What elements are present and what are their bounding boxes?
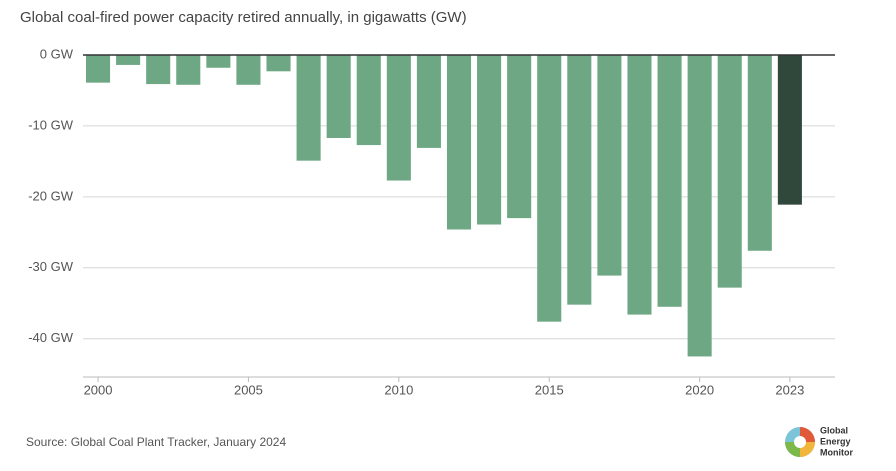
bar xyxy=(356,55,381,146)
bar xyxy=(507,55,532,219)
y-tick-label: -20 GW xyxy=(28,188,74,203)
x-tick-label: 2010 xyxy=(384,382,413,397)
bar xyxy=(446,55,472,230)
bar xyxy=(657,55,682,307)
logo-text: Global xyxy=(820,425,848,435)
bar xyxy=(537,55,562,322)
logo-text: Monitor xyxy=(820,447,853,457)
chart-title: Global coal-fired power capacity retired… xyxy=(20,9,467,26)
y-tick-label: -10 GW xyxy=(28,117,74,132)
x-tick-label: 2000 xyxy=(84,382,113,397)
bar xyxy=(326,55,351,138)
x-tick-label: 2020 xyxy=(685,382,714,397)
y-tick-label: 0 GW xyxy=(40,46,74,61)
bar xyxy=(477,55,502,225)
bar xyxy=(687,55,712,357)
logo-text: Energy xyxy=(820,436,851,446)
bar xyxy=(236,55,261,85)
bar xyxy=(266,55,291,72)
bar xyxy=(116,55,141,65)
bar xyxy=(747,55,772,251)
x-tick-label: 2005 xyxy=(234,382,263,397)
y-tick-label: -30 GW xyxy=(28,259,74,274)
bar xyxy=(86,55,111,83)
bar xyxy=(206,55,231,68)
bar xyxy=(146,55,171,85)
bar xyxy=(176,55,201,85)
bar xyxy=(296,55,321,161)
x-tick-label: 2015 xyxy=(535,382,564,397)
bar xyxy=(416,55,441,148)
bar xyxy=(627,55,652,315)
bar xyxy=(717,55,742,288)
x-tick-label: 2023 xyxy=(775,382,804,397)
logo-icon xyxy=(785,427,815,457)
bar xyxy=(597,55,622,276)
bar xyxy=(777,55,802,205)
bar xyxy=(567,55,592,305)
source: Source: Global Coal Plant Tracker, Janua… xyxy=(26,435,286,449)
y-tick-label: -40 GW xyxy=(28,330,74,345)
bar xyxy=(386,55,411,181)
